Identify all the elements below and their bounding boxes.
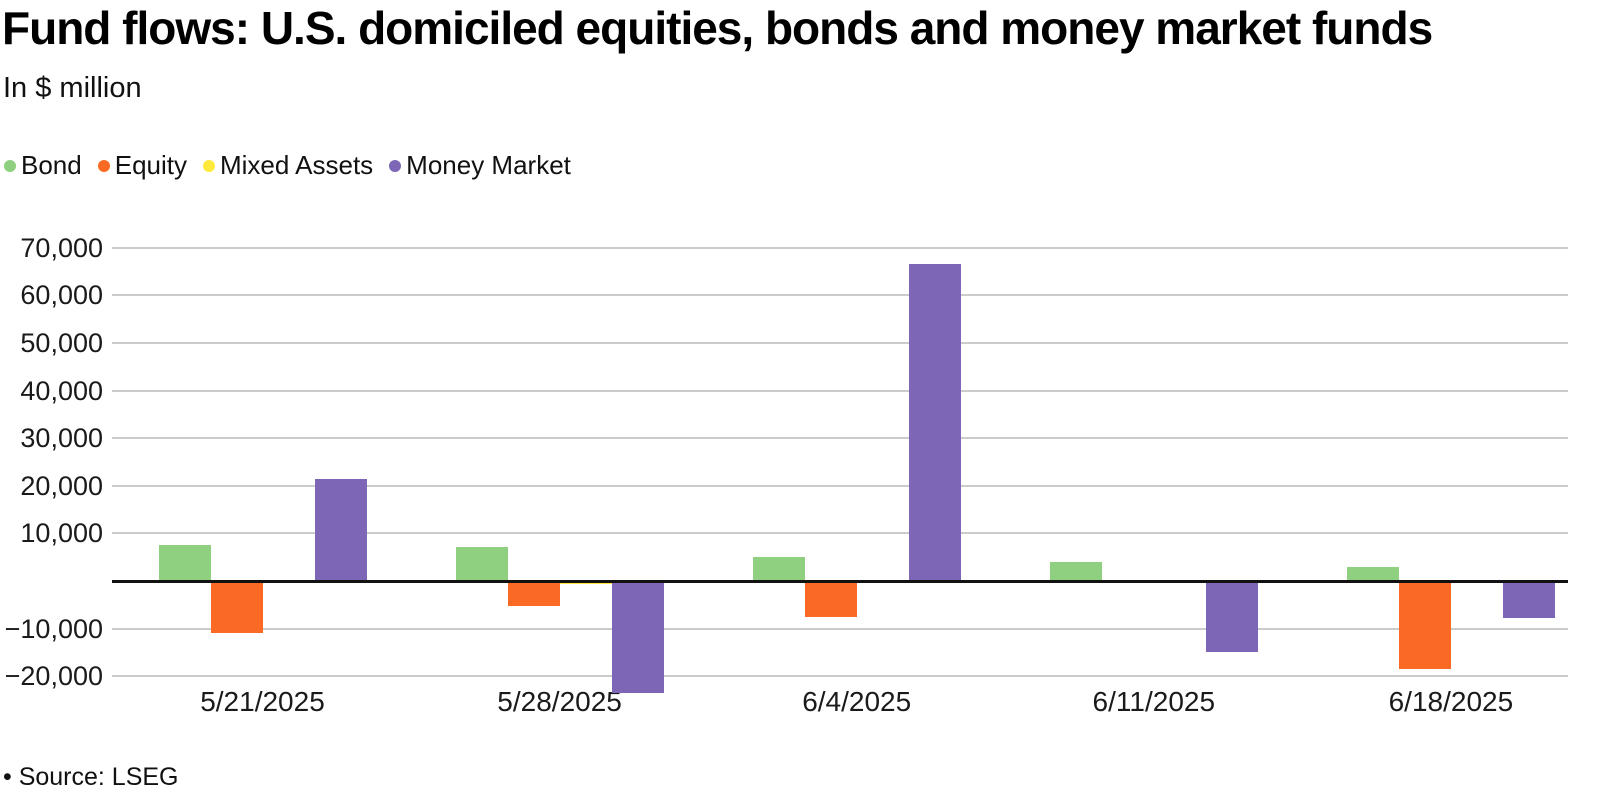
zero-axis-line [112,579,1568,583]
bar-money-market [908,264,961,581]
legend-item-bond: Bond [4,150,82,181]
gridline [112,484,1568,487]
gridline [112,675,1568,678]
y-tick-label: −10,000 [4,613,103,644]
y-tick-label: 40,000 [20,375,103,406]
legend-item-mixed-assets: Mixed Assets [203,150,373,181]
bar-bond [1049,561,1102,581]
chart-title: Fund flows: U.S. domiciled equities, bon… [2,2,1433,54]
equity-swatch-icon [97,159,110,172]
y-tick-label: 30,000 [20,423,103,454]
y-tick-label: 60,000 [20,280,103,311]
y-tick-label: −20,000 [4,661,103,692]
bar-equity [210,581,263,633]
bar-equity [804,581,857,617]
x-tick-label: 5/21/2025 [200,686,325,717]
bar-equity [507,581,560,606]
legend-label: Bond [21,150,82,180]
bar-money-market [314,479,367,581]
gridline [112,342,1568,344]
gridline [112,437,1568,440]
x-tick-label: 6/4/2025 [802,686,912,717]
legend-label: Mixed Assets [220,150,374,180]
bar-bond [752,557,805,581]
gridline [112,294,1568,297]
bar-money-market [1502,581,1555,618]
y-tick-label: 10,000 [20,518,103,549]
legend-item-money-market: Money Market [389,150,571,181]
gridline [112,532,1568,535]
bar-bond [1346,567,1399,581]
mixed-assets-swatch-icon [203,159,215,172]
y-tick-label: 70,000 [20,232,103,263]
legend: Bond Equity Mixed Assets Money Market [4,150,571,181]
gridline [112,246,1568,249]
gridline [112,389,1568,392]
bar-bond [158,545,211,581]
bar-money-market [1205,581,1258,653]
gridline [112,627,1568,630]
y-tick-label: 20,000 [20,470,103,501]
chart-subtitle: In $ million [3,72,142,104]
money-market-swatch-icon [389,159,402,172]
bar-bond [455,546,508,581]
chart-area: 70,000 60,000 50,000 40,000 30,000 20,000 10,0… [0,222,1600,752]
x-tick-label: 6/11/2025 [1092,686,1216,717]
bond-swatch-icon [4,159,16,172]
x-tick-label: 6/18/2025 [1388,686,1514,717]
bar-money-market [611,581,664,693]
legend-label: Money Market [406,150,571,180]
x-tick-label: 5/28/2025 [497,686,622,717]
source-note: • Source: LSEG [3,763,179,791]
bar-equity [1398,581,1451,669]
legend-label: Equity [114,150,187,180]
legend-item-equity: Equity [97,150,187,181]
y-tick-label: 50,000 [20,328,103,358]
